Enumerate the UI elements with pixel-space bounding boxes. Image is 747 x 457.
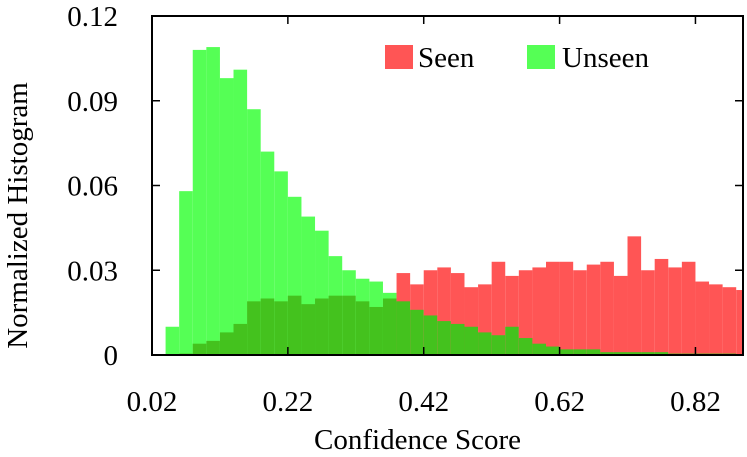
bar-overlap bbox=[613, 352, 628, 355]
bar-seen bbox=[709, 284, 723, 355]
bar-overlap bbox=[505, 326, 519, 355]
bar-overlap bbox=[260, 298, 275, 355]
bar-overlap bbox=[247, 301, 261, 355]
bar-seen bbox=[532, 267, 546, 355]
bar-overlap bbox=[219, 332, 234, 355]
bar-seen bbox=[627, 236, 642, 355]
tick-labels-layer: 0.02 0.22 0.42 0.62 0.82 0 0.03 0.06 0.09 0.12 bbox=[67, 1, 721, 418]
bar-overlap bbox=[464, 326, 479, 355]
bar-seen bbox=[681, 261, 696, 355]
bar-unseen bbox=[247, 109, 261, 355]
legend: Seen Unseen bbox=[385, 42, 649, 74]
y-tick-label: 0.06 bbox=[67, 171, 118, 203]
bars-layer bbox=[165, 47, 743, 356]
bar-overlap bbox=[287, 295, 302, 355]
bar-seen bbox=[546, 261, 560, 355]
x-axis-title: Confidence Score bbox=[314, 424, 521, 456]
bar-unseen bbox=[165, 326, 180, 355]
bar-seen bbox=[491, 261, 506, 355]
bar-overlap bbox=[274, 301, 288, 355]
x-tick-label: 0.22 bbox=[262, 386, 313, 418]
bar-seen bbox=[736, 290, 743, 355]
bar-unseen bbox=[233, 69, 248, 356]
bar-overlap bbox=[450, 323, 465, 355]
bar-overlap bbox=[627, 352, 642, 355]
legend-swatch-unseen bbox=[527, 45, 555, 69]
bar-overlap bbox=[342, 295, 356, 355]
bar-overlap bbox=[586, 349, 601, 355]
bar-seen bbox=[668, 267, 682, 355]
bar-overlap bbox=[328, 295, 343, 355]
bar-seen bbox=[573, 270, 587, 355]
bar-overlap bbox=[315, 298, 329, 355]
legend-swatch-seen bbox=[385, 45, 413, 69]
bar-overlap bbox=[396, 301, 411, 355]
y-axis-title: Normalized Histogram bbox=[2, 82, 34, 349]
bar-overlap bbox=[382, 298, 397, 355]
bar-overlap bbox=[410, 309, 424, 355]
y-tick-label: 0 bbox=[104, 340, 119, 372]
bar-unseen bbox=[179, 191, 193, 355]
bar-overlap bbox=[518, 338, 533, 355]
bar-overlap bbox=[233, 323, 248, 355]
bar-seen bbox=[559, 261, 574, 355]
bar-seen bbox=[722, 287, 737, 355]
y-tick-label: 0.12 bbox=[67, 1, 118, 33]
x-tick-label: 0.42 bbox=[398, 386, 449, 418]
x-tick-label: 0.02 bbox=[127, 386, 178, 418]
bar-seen bbox=[695, 281, 710, 355]
plot-frame bbox=[151, 15, 744, 356]
legend-label-unseen: Unseen bbox=[562, 42, 649, 74]
bar-seen bbox=[586, 264, 601, 355]
bar-overlap bbox=[192, 343, 207, 355]
bar-seen bbox=[518, 270, 533, 355]
bar-overlap bbox=[546, 346, 560, 355]
legend-label-seen: Seen bbox=[418, 42, 475, 74]
bar-overlap bbox=[301, 304, 316, 355]
y-tick-label: 0.03 bbox=[67, 255, 118, 287]
bar-overlap bbox=[491, 335, 506, 355]
bar-seen bbox=[600, 261, 614, 355]
bar-overlap bbox=[532, 343, 546, 355]
x-tick-label: 0.62 bbox=[534, 386, 585, 418]
bar-overlap bbox=[654, 352, 669, 355]
bar-overlap bbox=[641, 352, 655, 355]
x-tick-label: 0.82 bbox=[670, 386, 721, 418]
bar-overlap bbox=[355, 301, 370, 355]
bar-overlap bbox=[573, 349, 587, 355]
bar-overlap bbox=[437, 321, 451, 355]
bar-overlap bbox=[600, 352, 614, 355]
bar-overlap bbox=[423, 315, 438, 355]
bar-overlap bbox=[206, 340, 220, 355]
y-tick-label: 0.09 bbox=[67, 86, 118, 118]
bar-unseen bbox=[219, 78, 234, 356]
bar-seen bbox=[654, 258, 669, 355]
bar-unseen bbox=[206, 47, 220, 355]
bar-unseen bbox=[192, 49, 207, 356]
bar-seen bbox=[613, 275, 628, 355]
bar-seen bbox=[641, 270, 655, 355]
bar-overlap bbox=[369, 306, 383, 355]
bar-overlap bbox=[478, 332, 492, 355]
bar-overlap bbox=[559, 349, 574, 355]
